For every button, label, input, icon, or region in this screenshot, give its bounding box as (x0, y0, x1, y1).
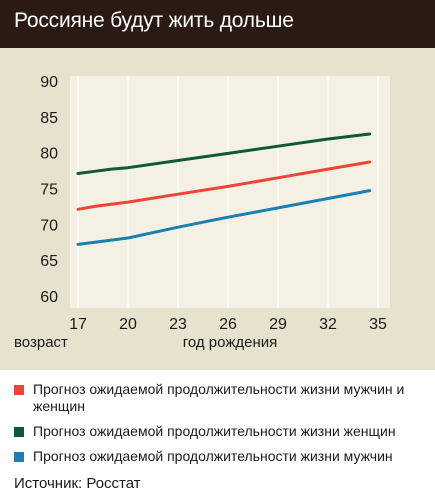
y-tick-label: 80 (40, 146, 58, 163)
legend-swatch-women (14, 427, 24, 437)
x-tick-label: 23 (169, 316, 187, 333)
legend-swatch-total (14, 385, 24, 395)
x-tick-label: 17 (69, 316, 87, 333)
legend: Прогноз ожидаемой продолжительности жизн… (0, 370, 435, 470)
legend-label-women: Прогноз ожидаемой продолжительности жизн… (33, 423, 396, 439)
series-line-men (76, 189, 372, 246)
x-tick-label: 29 (269, 316, 287, 333)
x-tick-label: 35 (369, 316, 387, 333)
chart-title: Россияне будут жить дольше (14, 9, 294, 32)
y-axis-label: возраст (14, 334, 68, 351)
legend-label-total: Прогноз ожидаемой продолжительности жизн… (33, 381, 405, 414)
y-tick-label: 65 (40, 253, 58, 270)
plot-area (70, 76, 390, 308)
legend-swatch-men (14, 452, 24, 462)
source-note: Источник: Росстат (14, 475, 141, 492)
title-bar: Россияне будут жить дольше (0, 0, 435, 48)
legend-label-men: Прогноз ожидаемой продолжительности жизн… (33, 448, 393, 464)
series-line-women (76, 132, 372, 175)
y-tick-label: 90 (40, 74, 58, 91)
series-line-total (76, 160, 372, 211)
x-tick-label: 26 (219, 316, 237, 333)
y-tick-label: 85 (40, 110, 58, 127)
x-tick-label: 20 (119, 316, 137, 333)
y-tick-label: 60 (40, 289, 58, 306)
y-tick-label: 75 (40, 182, 58, 199)
x-axis-label: год рождения (183, 334, 278, 351)
y-tick-label: 70 (40, 217, 58, 234)
line-chart: 60 65 70 75 80 85 90 17 20 23 26 29 32 35 возраст го… (0, 48, 435, 370)
chart-svg: 60 65 70 75 80 85 90 17 20 23 26 29 32 35 возраст го… (14, 74, 390, 351)
x-tick-label: 32 (319, 316, 337, 333)
footer (0, 470, 435, 500)
